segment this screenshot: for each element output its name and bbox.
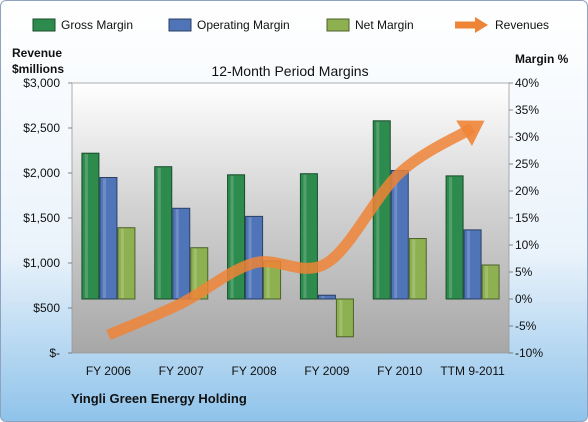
bar-highlight — [193, 248, 197, 298]
bar-gross-margin — [445, 175, 464, 300]
bar-highlight — [266, 262, 270, 298]
bar-highlight — [321, 296, 325, 298]
legend-swatch-net-margin — [326, 18, 350, 32]
bar-highlight — [303, 174, 307, 298]
bar-operating-margin — [390, 169, 409, 300]
category-label: FY 2009 — [304, 364, 349, 378]
bar-highlight — [376, 121, 380, 298]
category-label: FY 2008 — [232, 364, 277, 378]
chart-title: 12-Month Period Margins — [211, 63, 368, 79]
right-tick-label: 5% — [515, 265, 533, 279]
bar-highlight — [248, 217, 252, 298]
right-tick-label: 10% — [515, 238, 539, 252]
bar-highlight — [175, 209, 179, 298]
right-tick-label: 35% — [515, 103, 539, 117]
bar-gross-margin — [299, 173, 318, 300]
bar-highlight — [412, 239, 416, 298]
bar-operating-margin — [463, 229, 482, 300]
bar-net-margin — [481, 264, 500, 300]
left-tick-label: $1,500 — [23, 211, 60, 225]
bar-net-margin — [117, 227, 136, 300]
bar-net-margin — [408, 238, 427, 300]
left-axis-label-line1: Revenue — [12, 46, 62, 60]
right-tick-label: -10% — [515, 346, 543, 360]
bar-highlight — [467, 230, 471, 298]
right-axis-label: Margin % — [515, 52, 569, 66]
right-tick-label: 40% — [515, 76, 539, 90]
bar-operating-margin — [99, 177, 118, 300]
bar-highlight — [102, 178, 106, 298]
left-tick-label: $2,500 — [23, 121, 60, 135]
bar-operating-margin — [172, 207, 191, 300]
legend-label: Net Margin — [355, 18, 414, 32]
category-label: FY 2007 — [159, 364, 204, 378]
category-label: FY 2006 — [86, 364, 131, 378]
legend-swatch-gross-margin — [32, 18, 56, 32]
left-tick-label: $- — [49, 346, 60, 360]
company-name: Yingli Green Energy Holding — [71, 391, 247, 406]
bar-highlight — [449, 176, 453, 298]
bar-highlight — [339, 300, 343, 336]
legend-arrow-revenues — [475, 17, 488, 33]
bar-highlight — [120, 228, 124, 298]
legend-swatch-operating-margin — [168, 18, 192, 32]
left-tick-label: $500 — [33, 301, 60, 315]
bar-gross-margin — [154, 166, 173, 300]
right-tick-label: 0% — [515, 292, 533, 306]
bar-gross-margin — [227, 174, 246, 300]
right-tick-label: 20% — [515, 184, 539, 198]
left-axis-label-line2: $millions — [12, 62, 64, 76]
left-tick-label: $3,000 — [23, 76, 60, 90]
right-tick-label: 25% — [515, 157, 539, 171]
legend-label: Operating Margin — [197, 18, 290, 32]
left-tick-label: $2,000 — [23, 166, 60, 180]
bar-highlight — [394, 171, 398, 298]
bar-highlight — [157, 167, 161, 298]
right-tick-label: -5% — [515, 319, 537, 333]
category-label: TTM 9-2011 — [440, 364, 505, 378]
bar-highlight — [485, 265, 489, 298]
revenue-line — [106, 123, 476, 341]
left-tick-label: $1,000 — [23, 256, 60, 270]
bar-gross-margin — [81, 152, 100, 300]
bar-highlight — [230, 175, 234, 298]
category-label: FY 2010 — [377, 364, 422, 378]
bar-net-margin — [335, 298, 354, 338]
revenue-arrowhead — [456, 120, 485, 147]
legend-label: Revenues — [495, 18, 549, 32]
bar-highlight — [84, 154, 88, 298]
legend-label: Gross Margin — [61, 18, 133, 32]
plot-area — [71, 82, 510, 354]
bar-operating-margin — [317, 294, 336, 300]
right-tick-label: 15% — [515, 211, 539, 225]
right-tick-label: 30% — [515, 130, 539, 144]
